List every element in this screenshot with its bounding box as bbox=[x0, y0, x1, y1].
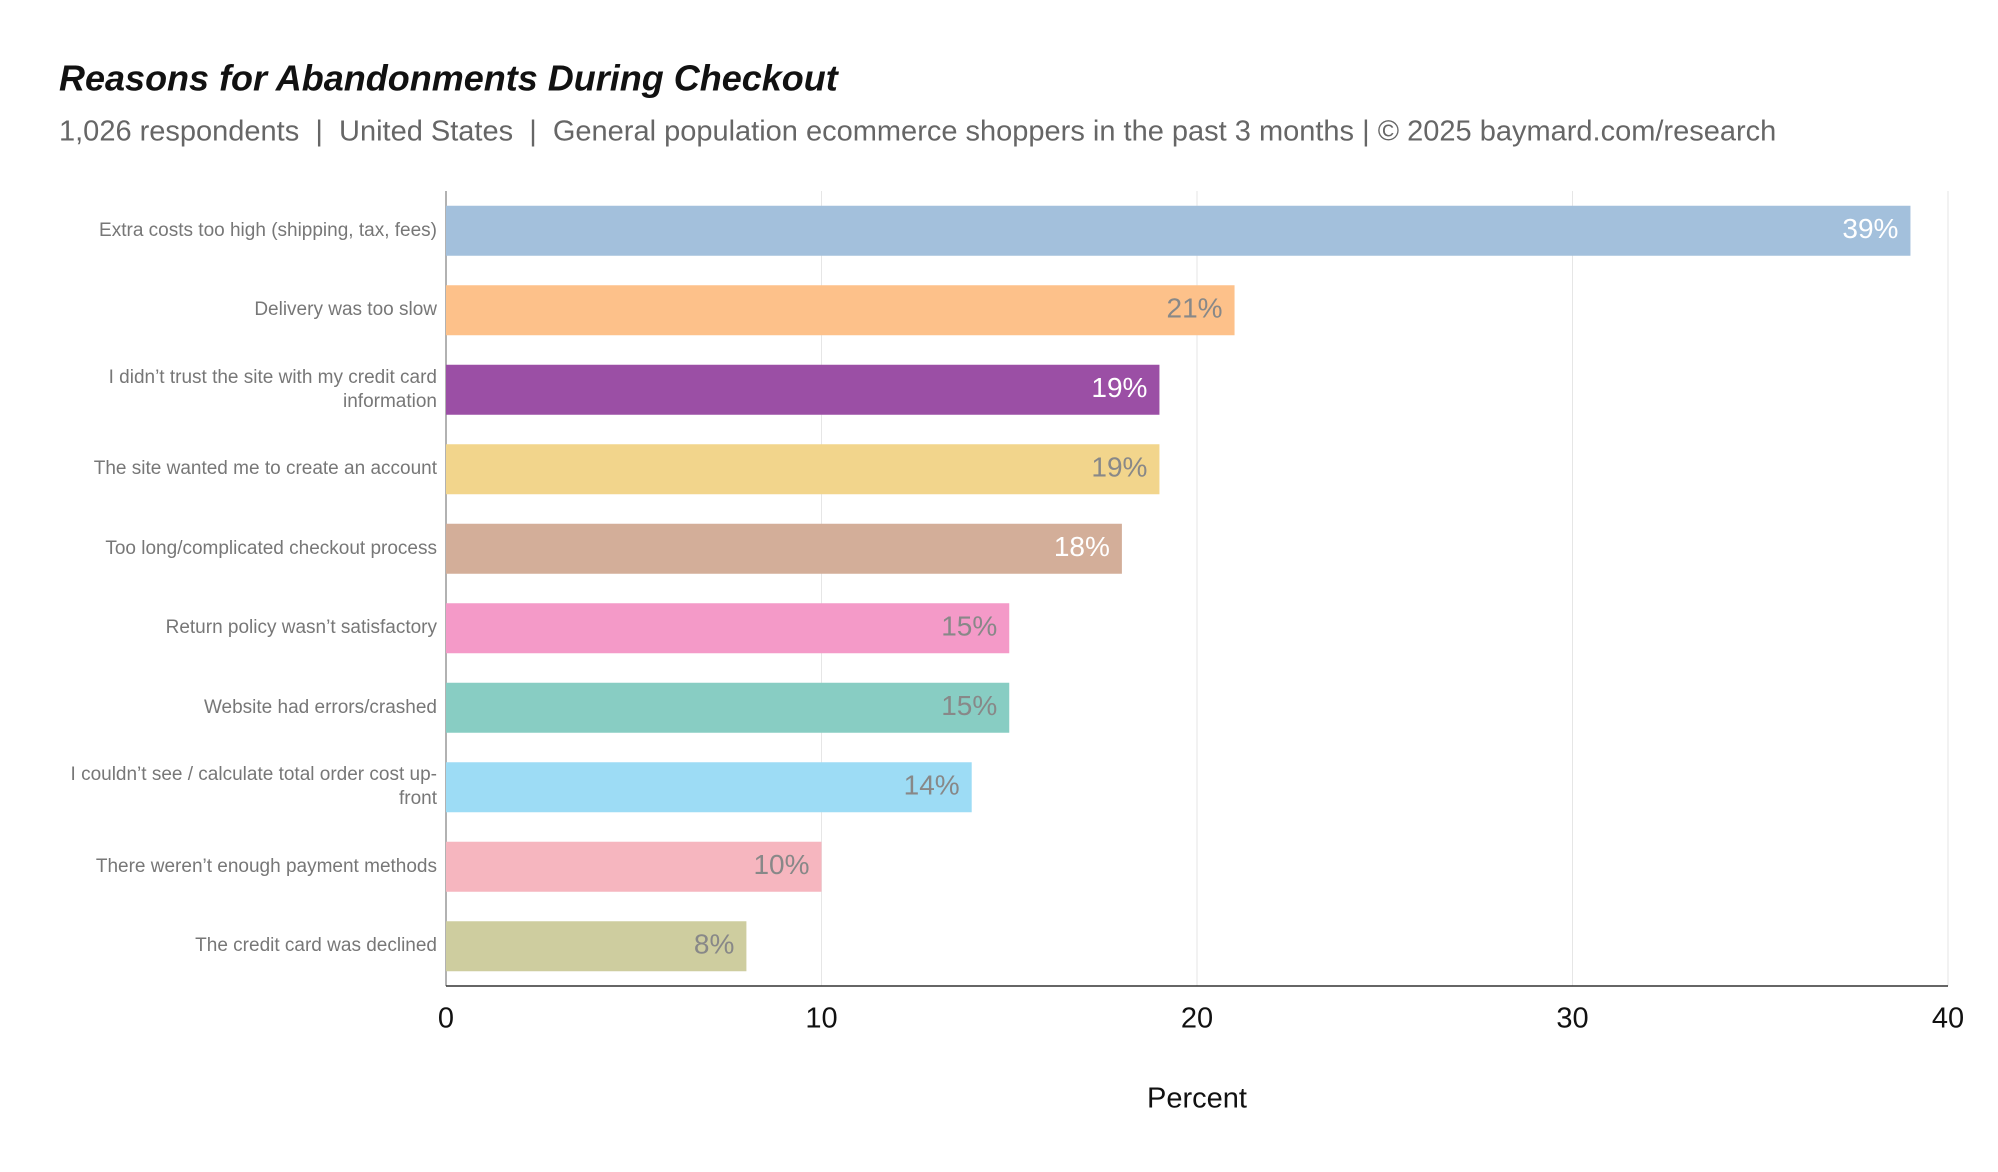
bar bbox=[446, 523, 1122, 574]
chart-subtitle: 1,026 respondents | United States | Gene… bbox=[59, 116, 1776, 148]
y-tick-label: Too long/complicated checkout process bbox=[105, 537, 437, 559]
x-tick-label: 10 bbox=[805, 1003, 837, 1035]
x-tick-label: 0 bbox=[438, 1003, 454, 1035]
value-label: 14% bbox=[904, 770, 960, 801]
bar bbox=[446, 364, 1160, 415]
y-tick-label: The site wanted me to create an account bbox=[93, 458, 437, 480]
bar bbox=[446, 205, 1911, 256]
bar bbox=[446, 762, 972, 813]
bar bbox=[446, 921, 747, 972]
chart-title: Reasons for Abandonments During Checkout bbox=[59, 58, 840, 99]
y-tick-label: Return policy wasn’t satisfactory bbox=[165, 617, 437, 639]
x-tick-label: 40 bbox=[1932, 1003, 1964, 1035]
value-label: 21% bbox=[1167, 293, 1223, 324]
value-label: 18% bbox=[1054, 531, 1110, 562]
x-tick-label: 30 bbox=[1556, 1003, 1588, 1035]
y-tick-label: I didn’t trust the site with my credit c… bbox=[108, 366, 437, 412]
y-tick-label: Extra costs too high (shipping, tax, fee… bbox=[99, 219, 437, 241]
bar bbox=[446, 603, 1010, 654]
value-label: 19% bbox=[1091, 452, 1147, 483]
value-label: 15% bbox=[941, 690, 997, 721]
y-tick-label: There weren’t enough payment methods bbox=[95, 855, 437, 877]
bar bbox=[446, 444, 1160, 495]
y-tick-label: I couldn’t see / calculate total order c… bbox=[70, 764, 437, 810]
bar bbox=[446, 841, 822, 892]
value-label: 15% bbox=[941, 611, 997, 642]
bar bbox=[446, 682, 1010, 733]
y-tick-label: The credit card was declined bbox=[195, 935, 437, 957]
y-tick-label: Website had errors/crashed bbox=[203, 696, 437, 718]
x-tick-label: 20 bbox=[1181, 1003, 1213, 1035]
value-label: 19% bbox=[1091, 372, 1147, 403]
x-axis-title: Percent bbox=[1147, 1083, 1247, 1115]
y-tick-label: Delivery was too slow bbox=[254, 299, 437, 321]
value-label: 10% bbox=[753, 849, 809, 880]
bar bbox=[446, 285, 1235, 336]
value-label: 8% bbox=[694, 929, 734, 960]
value-label: 39% bbox=[1842, 213, 1898, 244]
